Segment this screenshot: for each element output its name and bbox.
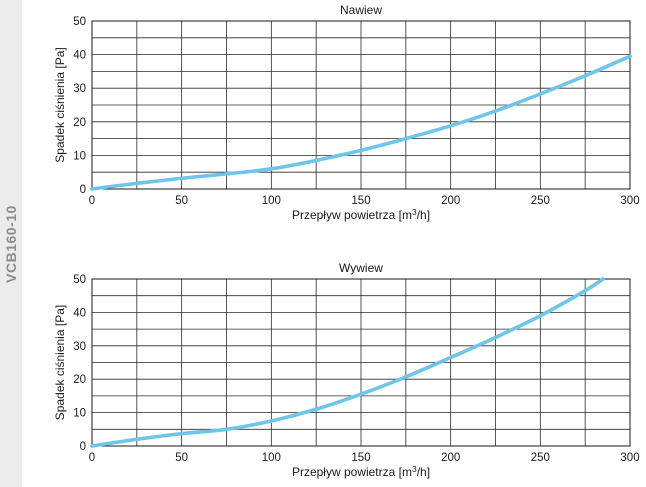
data-point bbox=[224, 427, 229, 432]
data-point bbox=[314, 158, 318, 163]
plot-frame bbox=[91, 20, 631, 190]
x-tick-label: 300 bbox=[620, 452, 639, 464]
data-point bbox=[493, 109, 498, 113]
x-tick-label: 200 bbox=[441, 452, 460, 464]
y-tick-label: 50 bbox=[73, 274, 86, 286]
y-tick-label: 0 bbox=[80, 184, 86, 196]
data-point bbox=[359, 392, 363, 397]
data-point bbox=[135, 437, 139, 442]
x-tick-label: 300 bbox=[620, 195, 639, 207]
data-point bbox=[90, 444, 94, 448]
data-point bbox=[538, 92, 543, 96]
y-tick-label: 30 bbox=[73, 341, 86, 353]
chart-title: Wywiew bbox=[339, 261, 383, 275]
data-point bbox=[628, 54, 632, 59]
data-point bbox=[583, 73, 587, 78]
plot-frame bbox=[91, 278, 631, 447]
data-point bbox=[448, 124, 453, 128]
data-point bbox=[404, 136, 408, 141]
x-axis-label: Przepływ powietrza [m3/h] bbox=[292, 464, 430, 479]
data-point bbox=[493, 335, 498, 340]
data-point bbox=[538, 313, 543, 318]
y-tick-label: 20 bbox=[73, 374, 86, 386]
x-tick-label: 150 bbox=[351, 195, 370, 207]
data-point bbox=[269, 167, 274, 171]
data-point bbox=[269, 419, 274, 423]
x-axis-label: Przepływ powietrza [m3/h] bbox=[292, 207, 430, 222]
chart-title: Nawiew bbox=[340, 3, 382, 17]
data-point bbox=[359, 148, 363, 153]
x-tick-label: 50 bbox=[175, 452, 188, 464]
y-axis-label: Spadek ciśnienia [Pa] bbox=[53, 47, 67, 162]
x-tick-label: 200 bbox=[441, 195, 460, 207]
data-point bbox=[404, 375, 408, 379]
data-point bbox=[179, 431, 184, 436]
data-point bbox=[583, 288, 587, 293]
data-point bbox=[90, 187, 94, 191]
data-point bbox=[179, 176, 184, 181]
y-tick-label: 40 bbox=[73, 50, 86, 62]
x-tick-label: 100 bbox=[262, 452, 281, 464]
chart-2: Wywiew 0 50 100 150 200 250 300 0 10 20 30 40 50 Przep… bbox=[53, 261, 640, 479]
y-tick-label: 0 bbox=[80, 441, 86, 453]
y-tick-label: 50 bbox=[73, 16, 86, 28]
x-tick-label: 100 bbox=[262, 195, 281, 207]
side-band bbox=[0, 0, 22, 487]
x-tick-label: 0 bbox=[89, 452, 95, 464]
x-tick-label: 0 bbox=[89, 195, 95, 207]
y-tick-label: 10 bbox=[73, 408, 86, 420]
y-tick-label: 10 bbox=[73, 150, 86, 162]
y-tick-label: 20 bbox=[73, 117, 86, 129]
data-point bbox=[601, 277, 605, 281]
data-point bbox=[224, 172, 229, 176]
x-tick-label: 250 bbox=[531, 452, 550, 464]
x-tick-label: 250 bbox=[531, 195, 550, 207]
x-tick-label: 150 bbox=[351, 452, 370, 464]
x-tick-label: 50 bbox=[175, 195, 188, 207]
y-axis-label: Spadek ciśnienia [Pa] bbox=[53, 305, 67, 420]
y-tick-label: 40 bbox=[73, 307, 86, 319]
data-point bbox=[314, 407, 318, 412]
data-point bbox=[135, 181, 139, 186]
chart-1: Nawiew 0 50 100 150 200 250 300 0 10 20 30 40 50 Przep… bbox=[53, 3, 640, 222]
data-point bbox=[448, 355, 453, 360]
y-tick-label: 30 bbox=[73, 83, 86, 95]
